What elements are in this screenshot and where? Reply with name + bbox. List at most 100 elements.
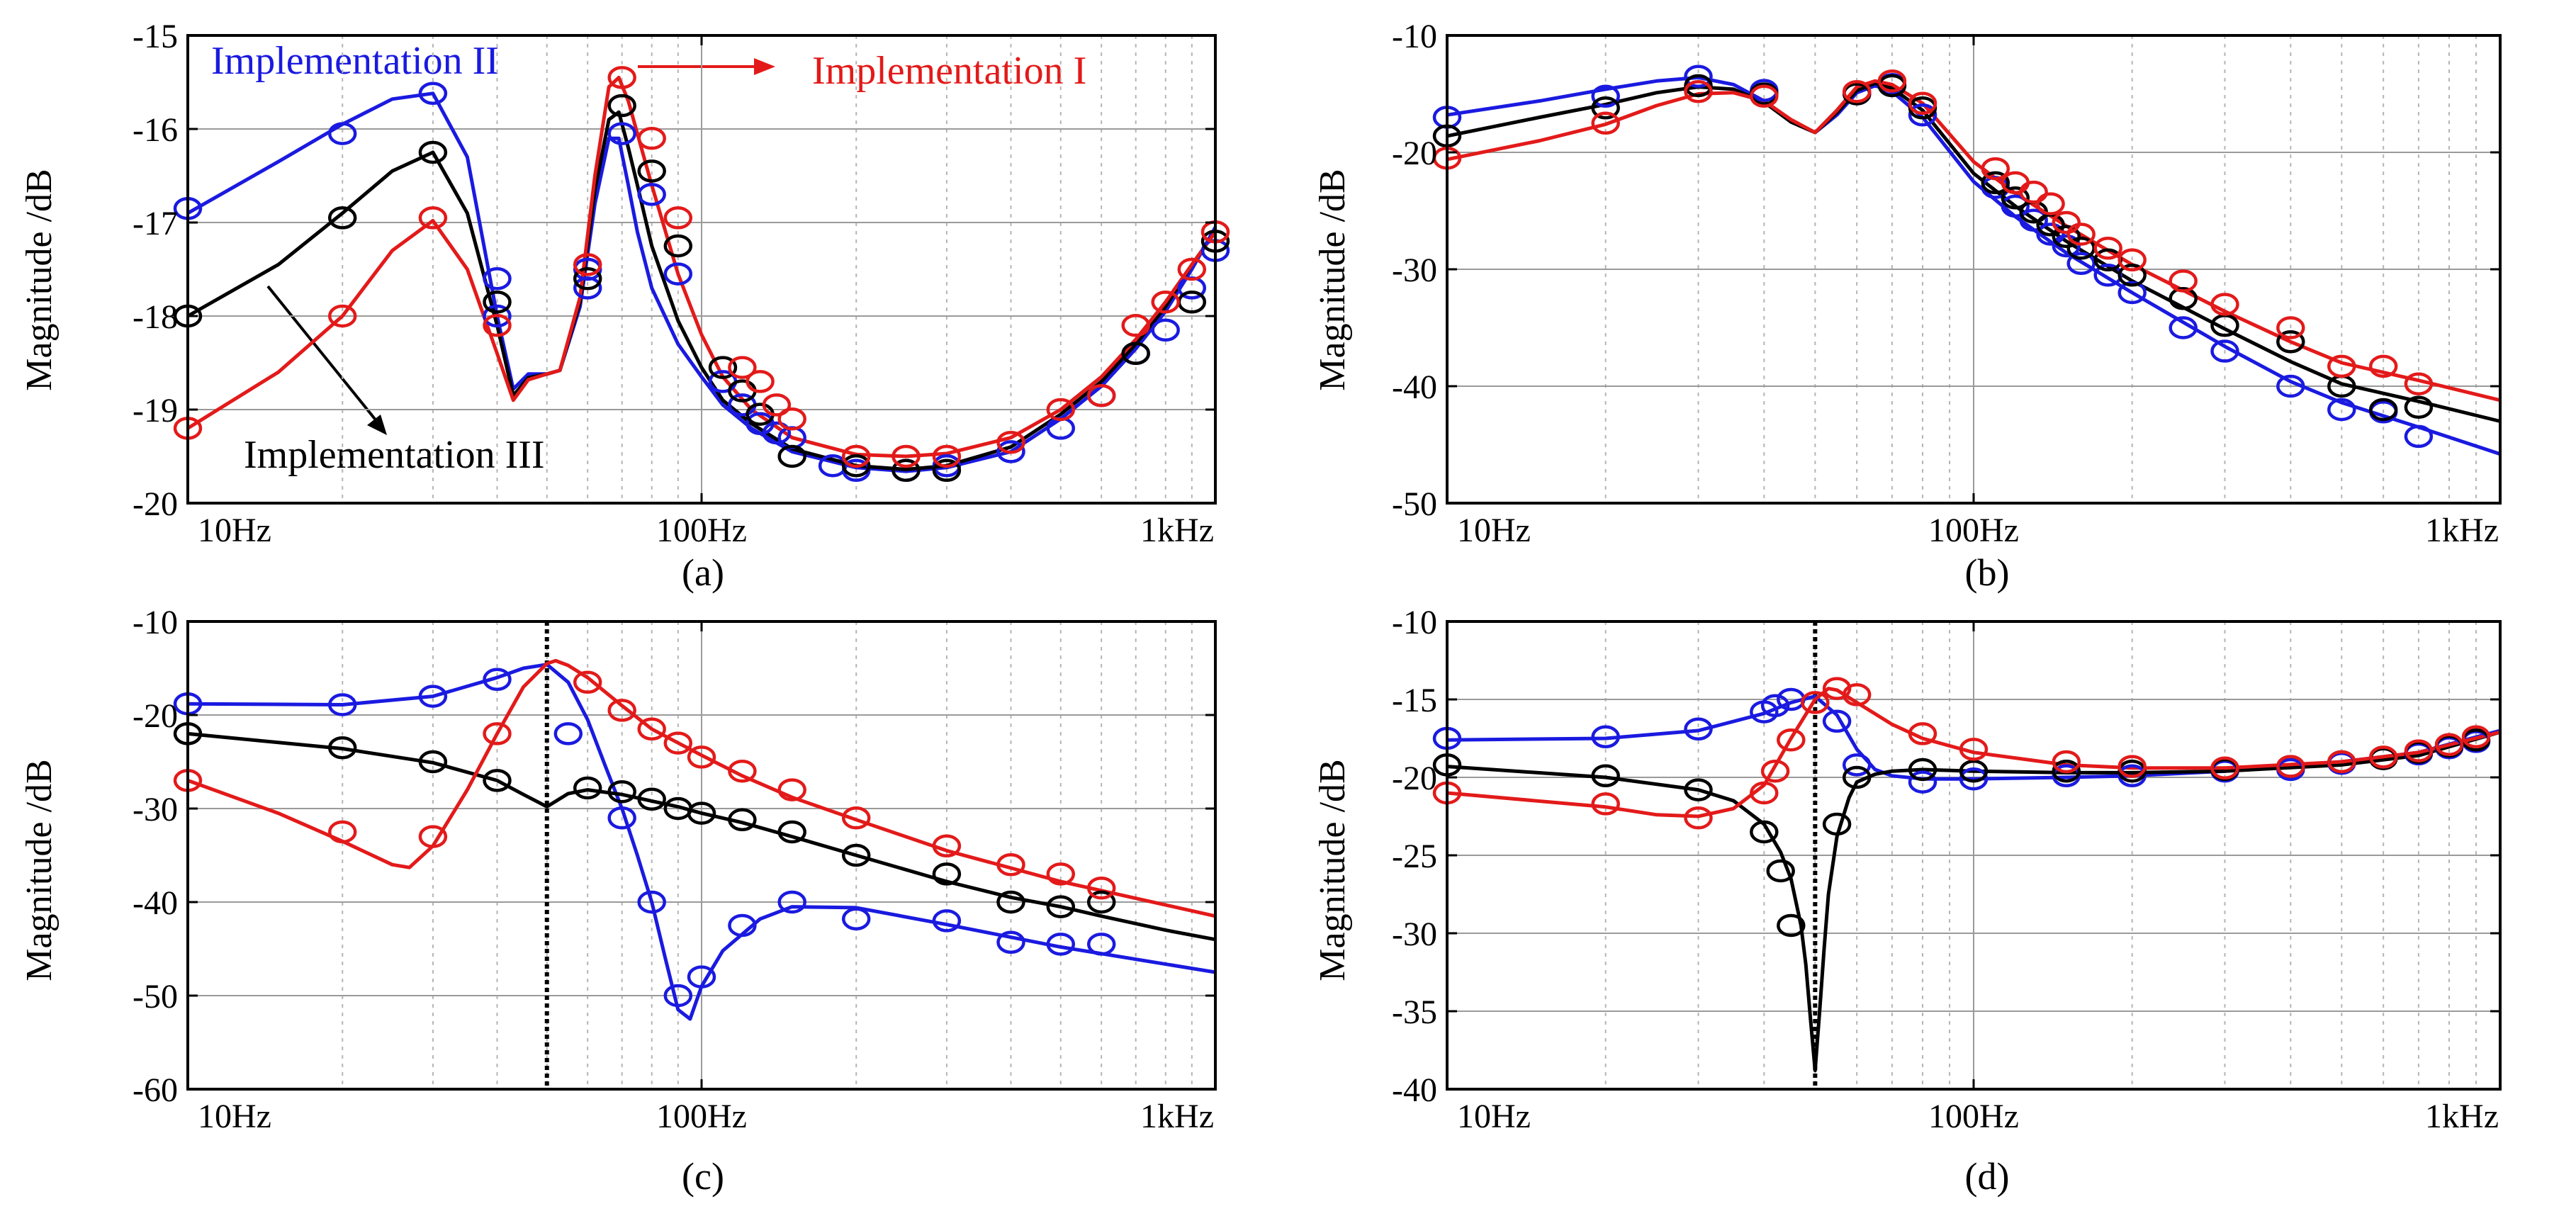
data-point-implementation-i (2036, 192, 2065, 215)
ytick-label: -15 (133, 18, 178, 55)
data-point-implementation-ii (1684, 717, 1713, 741)
data-point-implementation-ii (418, 81, 448, 106)
data-point-implementation-iii (2276, 330, 2305, 354)
data-point-implementation-iii (483, 290, 512, 314)
panel-b: Magnitude /dB (b) -50 -40 -30 -20 -10 10Hz 100… (1312, 18, 2502, 594)
data-point-implementation-ii (2052, 234, 2081, 258)
data-point-implementation-i (573, 253, 602, 276)
caption-d: (d) (1965, 1155, 2010, 1198)
data-point-implementation-i (2052, 210, 2081, 235)
data-point-implementation-iii (2052, 759, 2081, 783)
annotation-implementation-i: Implementation I (812, 49, 1086, 93)
ytick-label: -10 (133, 604, 178, 641)
data-point-implementation-i (2066, 223, 2096, 246)
data-point-implementation-iii (1766, 859, 1795, 883)
data-point-implementation-ii (553, 722, 583, 745)
data-point-implementation-ii (2404, 424, 2434, 449)
ytick-label: -19 (133, 392, 178, 429)
data-point-implementation-ii (327, 122, 357, 145)
data-point-implementation-ii (1086, 933, 1116, 956)
data-point-implementation-iii (1591, 764, 1620, 788)
data-point-implementation-iii (573, 776, 602, 800)
data-point-implementation-i (573, 670, 602, 694)
ytick-label: -60 (133, 1071, 178, 1109)
data-point-implementation-ii (2066, 252, 2096, 276)
data-point-implementation-i (1086, 383, 1116, 407)
ytick-label: -20 (133, 697, 178, 735)
data-point-implementation-iii (777, 820, 806, 844)
data-point-implementation-ii (2019, 208, 2048, 232)
data-point-implementation-ii (687, 965, 716, 989)
xtick-label: 1kHz (2425, 1098, 2499, 1135)
data-point-implementation-i (2169, 269, 2198, 293)
data-point-implementation-iii (663, 234, 693, 258)
data-point-implementation-i (418, 206, 448, 230)
data-point-implementation-iii (2052, 225, 2081, 249)
data-point-implementation-i (2019, 180, 2048, 204)
data-point-implementation-iii (687, 801, 716, 825)
xtick-label: 1kHz (1140, 512, 1214, 549)
data-point-implementation-iii (2404, 395, 2434, 419)
data-point-implementation-iii (2117, 264, 2147, 287)
data-point-implementation-i (2210, 756, 2239, 780)
data-point-implementation-i (1877, 69, 1907, 93)
data-point-implementation-ii (607, 122, 636, 145)
xtick-label: 10Hz (1457, 1098, 1531, 1135)
data-point-implementation-i (1046, 398, 1076, 422)
data-point-implementation-i (932, 444, 962, 468)
annotation-arrow-implementation-i-head (754, 58, 775, 75)
series-line-implementation-iii (187, 731, 1216, 942)
data-point-implementation-ii (841, 907, 871, 931)
xtick-label: 100Hz (1928, 512, 2019, 549)
data-point-implementation-i (1591, 792, 1620, 816)
data-point-implementation-i (1908, 91, 1937, 115)
data-point-implementation-i (1750, 84, 1779, 108)
data-point-implementation-iii (932, 862, 962, 886)
data-point-implementation-i (637, 717, 666, 741)
data-point-implementation-ii (573, 276, 602, 300)
series-line-implementation-ii (187, 663, 1216, 1021)
annotation-implementation-iii: Implementation III (244, 433, 545, 477)
data-point-implementation-iii (1959, 759, 1989, 783)
data-point-implementation-i (1684, 79, 1713, 103)
data-point-implementation-ii (1908, 103, 1937, 127)
data-point-implementation-iii (996, 890, 1025, 914)
data-point-implementation-ii (1908, 770, 1937, 794)
ytick-label: -40 (1392, 1071, 1437, 1109)
xtick-label: 10Hz (198, 1098, 271, 1135)
data-point-implementation-i (1981, 157, 2010, 181)
xtick-label: 1kHz (1140, 1098, 1214, 1135)
xtick-label: 1kHz (2425, 512, 2499, 549)
ylabel-b: Magnitude /dB (1312, 169, 1353, 390)
data-point-implementation-ii (327, 693, 357, 716)
annotation-arrow-implementation-iii (266, 285, 378, 423)
data-point-implementation-i (2117, 755, 2147, 778)
series-line-implementation-i (1446, 79, 2501, 402)
data-point-implementation-ii (932, 909, 962, 933)
data-point-implementation-ii (762, 421, 792, 445)
data-point-implementation-i (687, 745, 716, 769)
panel-c: Magnitude /dB (c) -60 -50 -40 -30 -20 -10 10Hz… (19, 604, 1217, 1198)
data-point-implementation-i (1121, 313, 1150, 337)
data-point-implementation-i (2117, 248, 2147, 272)
data-point-implementation-i (1777, 728, 1806, 752)
data-point-implementation-iii (327, 736, 357, 760)
data-point-implementation-ii (728, 913, 757, 938)
data-point-implementation-iii (1908, 758, 1937, 782)
data-point-implementation-ii (1046, 933, 1076, 956)
xtick-label: 100Hz (656, 512, 747, 549)
ytick-label: -40 (1392, 368, 1437, 406)
data-point-implementation-i (2276, 755, 2305, 778)
data-point-implementation-i (2368, 354, 2398, 378)
series-line-implementation-iii (1446, 730, 2501, 1073)
caption-c: (c) (682, 1155, 724, 1198)
ytick-label: -40 (133, 884, 178, 922)
data-point-implementation-iii (327, 206, 357, 230)
data-point-implementation-i (663, 206, 693, 230)
data-point-implementation-iii (2368, 398, 2398, 422)
data-point-implementation-ii (2327, 398, 2356, 422)
xtick-label: 100Hz (656, 1098, 747, 1135)
data-point-implementation-ii (1959, 767, 1989, 791)
